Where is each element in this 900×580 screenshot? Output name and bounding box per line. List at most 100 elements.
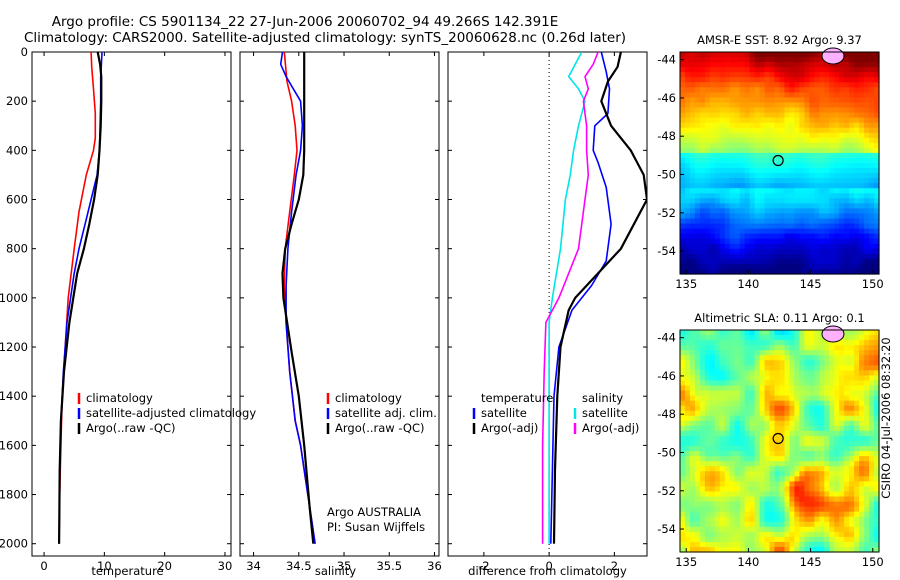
sst_map-cell [769, 253, 776, 260]
sla_map-cell [774, 526, 781, 533]
sla_map-cell [784, 375, 791, 382]
difference-xtick-label: -2 [478, 559, 489, 573]
sst_map-cell [869, 87, 875, 93]
sla_map-cell [739, 511, 746, 518]
sst_map-cell [799, 228, 805, 235]
sla_map-cell [794, 435, 800, 442]
sla_map-cell [729, 340, 736, 346]
sst_map-cell [839, 203, 845, 210]
temperature-legend-label-1: satellite-adjusted climatology [86, 406, 256, 420]
sla_map-cell [789, 415, 796, 422]
sst_map-cell [680, 228, 686, 235]
sla_map-cell [824, 435, 830, 442]
sla_map-cell [784, 335, 791, 341]
sla_map-cell [704, 461, 711, 467]
sst_map-cell [779, 142, 786, 149]
sla_map-cell [694, 350, 701, 356]
sla_map-cell [804, 446, 810, 452]
sst_map-cell [859, 243, 865, 250]
sst_map-cell [689, 87, 696, 93]
sst_map-cell [694, 228, 701, 235]
sla_map-cell [769, 441, 776, 447]
sla_map-cell [789, 375, 796, 382]
sst_map-cell [680, 72, 686, 78]
sst_map-cell [749, 52, 756, 58]
sst_map-cell [734, 198, 741, 204]
sst_map-cell [809, 253, 815, 260]
sla_map-cell [824, 541, 830, 548]
sla_map-cell [814, 430, 820, 437]
sla_map-cell [844, 476, 850, 482]
sla_map-cell [834, 546, 840, 553]
sst_map-cell [854, 218, 860, 225]
sst_map-cell [789, 142, 796, 149]
sst_map-cell [779, 188, 786, 194]
sst_map-cell [874, 208, 880, 215]
sla_map-cell [834, 410, 840, 417]
sst_map-cell [799, 157, 805, 164]
sla_map-cell [789, 410, 796, 417]
sst_map-cell [704, 193, 711, 199]
sst_map-cell [799, 258, 805, 265]
sst_map-cell [680, 82, 686, 88]
sla_map-cell [859, 385, 865, 392]
sst_map-cell [739, 82, 746, 88]
sla_map-cell [699, 395, 706, 402]
sst_map-cell [689, 112, 696, 119]
sst_map-cell [714, 102, 721, 109]
sla_map-cell [799, 420, 805, 427]
sst_map-cell [874, 198, 880, 204]
sst_map-cell [864, 52, 870, 58]
sst_map-cell [824, 203, 830, 210]
sst_map-cell [699, 183, 706, 189]
sst_map-cell [759, 168, 766, 174]
sst_map-cell [699, 157, 706, 164]
sst_map-cell [859, 112, 865, 119]
sla_map-cell [759, 536, 766, 543]
sst_map-cell [869, 258, 875, 265]
temperature-xtick-label: 10 [97, 559, 112, 573]
sst_map-cell [779, 62, 786, 68]
temperature-series-group [58, 52, 103, 544]
sst_map-cell [789, 92, 796, 99]
sla_map-cell [709, 501, 716, 508]
sst_map-cell [719, 223, 726, 230]
sst_map-cell [804, 173, 810, 179]
sst_map-cell [839, 147, 845, 154]
sla_map-cell [704, 345, 711, 351]
sla_map-ytick-label: -44 [657, 331, 676, 345]
sst_map-cell [689, 67, 696, 73]
sst_map-cell [829, 263, 835, 270]
sla_map-cell [874, 531, 880, 538]
sla_map-cell [799, 521, 805, 528]
sla_map-cell [819, 451, 825, 457]
sla_map-cell [724, 466, 731, 472]
sst_map-cell [764, 198, 771, 204]
sst_map-cell [864, 198, 870, 204]
sla_map-cell [709, 360, 716, 366]
sla_map-cell [714, 526, 721, 533]
sla_map-cell [724, 491, 731, 498]
sst_map-cell [744, 193, 751, 199]
sst_map-cell [869, 62, 875, 68]
sla_map-cell [859, 405, 865, 412]
sla_map-cell [864, 345, 870, 351]
sst_map-cell [784, 208, 791, 215]
sst_map-cell [734, 107, 741, 114]
sla_map-cell [849, 330, 855, 336]
sla_map-cell [834, 461, 840, 467]
sst_map-cell [824, 163, 830, 169]
sst_map-cell [774, 77, 781, 83]
sla_map-cell [764, 476, 771, 482]
sst_map-cell [744, 112, 751, 119]
sst_map-cell [874, 97, 880, 104]
sla_map-cell [724, 340, 731, 346]
sst_map-cell [814, 97, 820, 104]
sst_map-cell [699, 238, 706, 245]
sst_map-cell [704, 112, 711, 119]
sst_map-cell [844, 157, 850, 164]
sla_map-cell [814, 446, 820, 452]
sst_map-cell [859, 152, 865, 159]
sla_map-cell [829, 340, 835, 346]
